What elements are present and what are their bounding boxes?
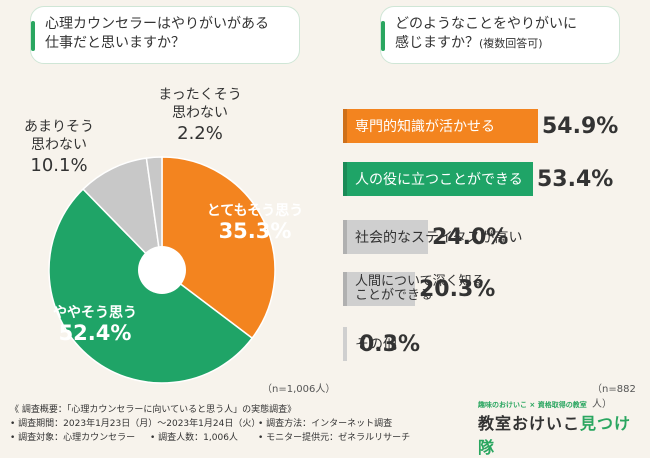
pie-label-notatall-pct: 2.2% [177, 123, 223, 145]
pie-label-notmuch-line2: 思わない [31, 137, 87, 154]
bar-pct-2: 53.4% [537, 166, 614, 192]
pie-label-notatall-line1: まったくそう [158, 87, 242, 103]
pie-label-notmuch-line1: あまりそう [24, 119, 94, 135]
pie-label-notatall-line2: 思わない [172, 105, 228, 122]
pie-chart [48, 156, 276, 384]
bar-label-3: 社会的なステイタスが高い [355, 230, 523, 246]
bar-1: 専門的知識が活かせる [343, 109, 538, 143]
bar-pct-4: 20.3% [419, 276, 496, 302]
pie-label-very: とてもそう思う 35.3% [205, 200, 305, 242]
brand-logo: 趣味のおけいこ × 資格取得の教室 教室おけいこ見つけ隊 [478, 400, 643, 458]
survey-count: • 調査人数：1,006人 [150, 432, 238, 443]
brand-logo-main-a: 教室おけいこ [478, 414, 581, 433]
bar-label-1: 専門的知識が活かせる [355, 119, 495, 135]
pie-center-hole [138, 246, 186, 294]
survey-method: • 調査方法：インターネット調査 [258, 418, 393, 429]
bar-n-note: （n=882人） [592, 384, 636, 410]
brand-logo-main: 教室おけいこ見つけ隊 [478, 410, 643, 458]
question-right-line2: 感じますか？ [395, 34, 479, 51]
bar-row-4: 人間について深く知る ことができる 20.3% [343, 272, 495, 306]
bar-pct-1: 54.9% [542, 113, 619, 139]
question-right-accent [381, 21, 385, 51]
bar-row-1: 専門的知識が活かせる 54.9% [343, 109, 618, 143]
bar-4: 人間について深く知る ことができる [343, 272, 485, 306]
pie-slice-notatall [145, 156, 163, 271]
pie-label-very-pct: 35.3% [218, 219, 292, 243]
bar-pct-5: 0.3% [359, 331, 421, 357]
question-left-line1: 心理カウンセラーはやりがいがある [45, 16, 269, 32]
pie-label-notatall: まったくそう 思わない 2.2% [150, 86, 250, 146]
bar-label-5: その他 [355, 337, 397, 353]
bar-row-5: その他 0.3% [343, 327, 420, 361]
question-right-note: (複数回答可) [479, 36, 543, 50]
bar-label-4-line1: 人間について深く知る [355, 273, 485, 289]
pie-label-notmuch-pct: 10.1% [30, 155, 88, 177]
bar-row-2: 人の役に立つことができる 53.4% [343, 162, 613, 196]
pie-n-note: （n=1,006人） [262, 384, 336, 395]
brand-logo-sub: 趣味のおけいこ × 資格取得の教室 [478, 401, 587, 409]
pie-label-very-name: とてもそう思う [206, 203, 304, 219]
bar-row-3: 社会的なステイタスが高い 24.0% [343, 220, 522, 254]
survey-target: • 調査対象：心理カウンセラー [10, 432, 136, 443]
bar-pct-3: 24.0% [432, 224, 509, 250]
question-left-line2: 仕事だと思いますか？ [45, 34, 185, 51]
survey-summary: 《 調査概要：「心理カウンセラーに向いていると思う人」の実態調査》 • 調査期間… [10, 404, 410, 446]
question-left-accent [31, 21, 35, 51]
survey-provider: • モニター提供元：ゼネラルリサーチ [258, 432, 411, 443]
bar-label-2: 人の役に立つことができる [355, 172, 523, 188]
pie-label-some: ややそう思う 52.4% [40, 302, 150, 344]
bar-2: 人の役に立つことができる [343, 162, 533, 196]
question-right-box: どのようなことをやりがいに 感じますか？(複数回答可) [380, 6, 620, 64]
question-left-box: 心理カウンセラーはやりがいがある 仕事だと思いますか？ [30, 6, 300, 64]
pie-label-notmuch: あまりそう 思わない 10.1% [14, 118, 104, 178]
bar-label-4: 人間について深く知る ことができる [355, 273, 485, 304]
pie-slice-notmuch [82, 157, 164, 273]
pie-label-some-pct: 52.4% [58, 321, 132, 345]
bar-5: その他 [343, 327, 397, 361]
bar-label-4-line2: ことができる [355, 288, 433, 303]
question-right-line1: どのようなことをやりがいに [395, 16, 577, 32]
survey-period: • 調査期間：2023年1月23日（月）～2023年1月24日（火） [10, 418, 261, 429]
survey-title: 《 調査概要：「心理カウンセラーに向いていると思う人」の実態調査》 [10, 405, 297, 415]
bar-3: 社会的なステイタスが高い [343, 220, 522, 254]
pie-slice-very [161, 156, 276, 340]
pie-label-some-name: ややそう思う [53, 305, 137, 321]
